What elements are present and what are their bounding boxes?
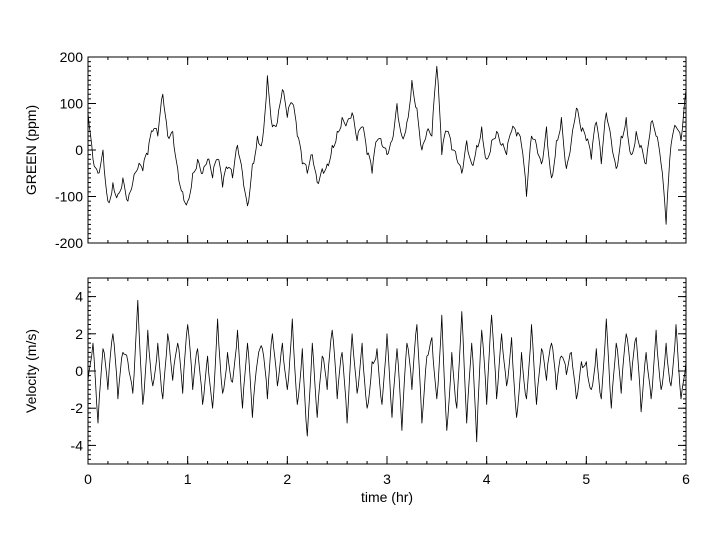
x-axis-label: time (hr) (361, 489, 413, 505)
x-tick-label: 2 (283, 471, 291, 487)
x-tick-label: 5 (582, 471, 590, 487)
plot-frame (87, 56, 687, 244)
x-tick-label: 6 (682, 471, 690, 487)
y-tick-label: 100 (60, 96, 84, 112)
y-axis-label: Velocity (m/s) (23, 329, 39, 413)
bottom-panel: 0 1 2 3 4 5 6 -4 -2 0 2 4 Velocity (m/s) time (hr) (23, 277, 690, 505)
series-line (87, 65, 687, 225)
minor-ticks (87, 56, 687, 244)
y-tick-label: -2 (71, 400, 84, 416)
x-tick-label: 4 (483, 471, 491, 487)
y-tick-label: -100 (55, 189, 83, 205)
y-tick-label: 0 (75, 363, 83, 379)
top-panel: -200 -100 0 100 200 GREEN (ppm) (23, 49, 687, 251)
y-tick-label: 4 (75, 289, 83, 305)
plot-frame (87, 277, 687, 465)
y-tick-label: -4 (71, 437, 84, 453)
x-tick-label: 0 (84, 471, 92, 487)
y-tick-label: -200 (55, 235, 83, 251)
y-tick-label: 2 (75, 326, 83, 342)
y-tick-label: 200 (60, 49, 84, 65)
y-tick-label: 0 (75, 142, 83, 158)
series-line (87, 299, 687, 443)
minor-ticks (87, 277, 687, 465)
y-axis-label: GREEN (ppm) (23, 105, 39, 195)
x-tick-label: 3 (383, 471, 391, 487)
x-tick-label: 1 (184, 471, 192, 487)
